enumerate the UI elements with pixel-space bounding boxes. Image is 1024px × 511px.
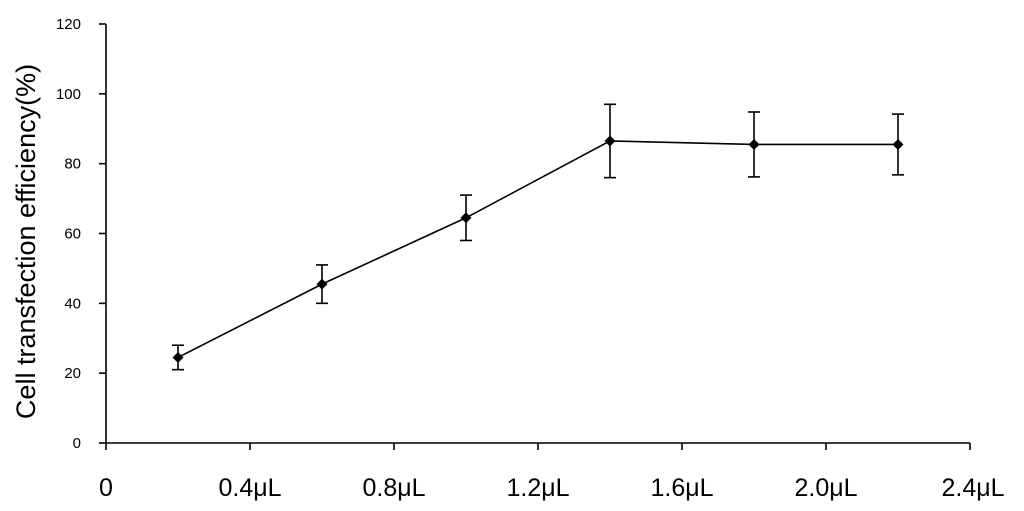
x-ticks: 0 0.4μL 0.8μL 1.2μL 1.6μL 2.0μL 2.4μL	[99, 443, 1005, 502]
y-axis-label: Cell transfection efficiency(%)	[11, 64, 41, 419]
x-tick-label: 1.2μL	[506, 474, 569, 502]
y-tick-label: 120	[56, 16, 81, 33]
data-point	[892, 138, 904, 150]
x-tick-label: 2.4μL	[941, 474, 1004, 502]
series-line	[177, 140, 898, 359]
x-tick-label: 2.0μL	[794, 474, 857, 502]
y-tick-label: 80	[64, 156, 81, 173]
data-point	[316, 278, 328, 290]
x-tick-label: 0	[99, 474, 113, 502]
x-tick-label: 0.4μL	[218, 474, 281, 502]
x-tick-label: 1.6μL	[650, 474, 713, 502]
y-ticks: 0 20 40 60 80 100 120	[56, 16, 106, 452]
y-tick-label: 40	[64, 295, 81, 312]
data-point	[460, 212, 472, 224]
data-point	[748, 138, 760, 150]
y-tick-label: 60	[64, 226, 81, 243]
y-tick-label: 0	[73, 435, 81, 452]
y-tick-label: 20	[64, 365, 81, 382]
y-tick-label: 100	[56, 86, 81, 103]
data-markers	[172, 135, 904, 363]
data-point	[172, 351, 184, 363]
data-point	[604, 135, 616, 147]
x-tick-label: 0.8μL	[362, 474, 425, 502]
